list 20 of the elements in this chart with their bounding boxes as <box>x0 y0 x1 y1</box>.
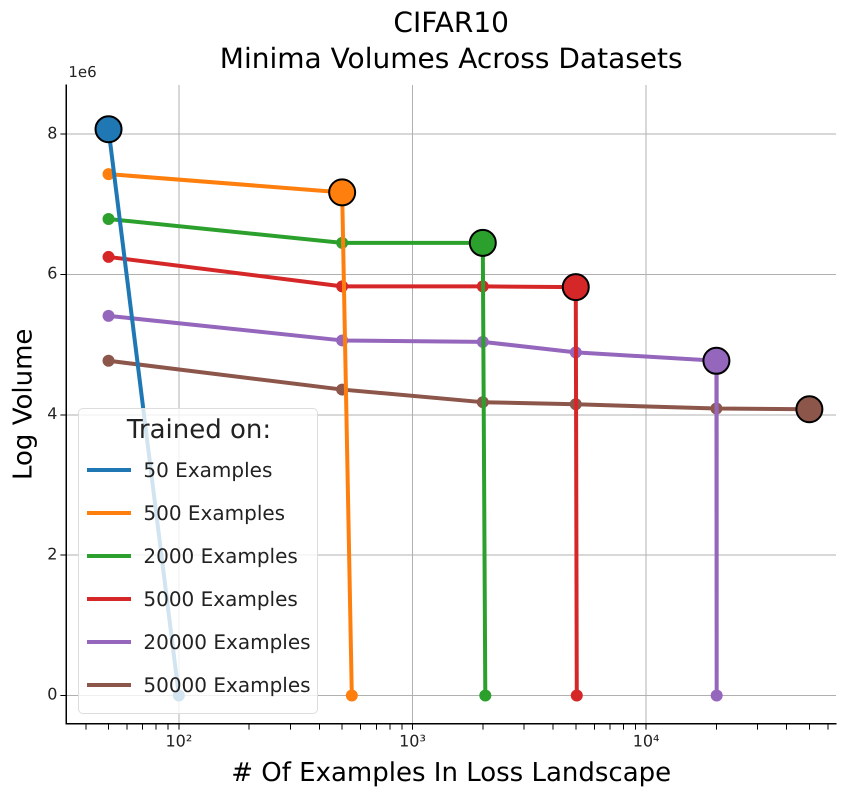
legend-label: 50000 Examples <box>143 673 311 698</box>
legend-title: Trained on: <box>126 414 272 445</box>
y-tick-label: 8 <box>47 123 58 142</box>
y-tick-label: 6 <box>47 264 58 283</box>
text: 1e6 <box>68 63 97 81</box>
chart-subtitle: Minima Volumes Across Datasets <box>220 42 683 75</box>
legend-label: 20000 Examples <box>143 630 311 654</box>
y-tick-label: 4 <box>47 404 58 423</box>
y-tick-label: 0 <box>47 684 58 704</box>
legend-label: 2000 Examples <box>143 544 298 568</box>
legend-label: 500 Examples <box>143 501 286 526</box>
x-tick-label: 10³ <box>399 731 426 750</box>
y-tick-label: 2 <box>47 544 58 564</box>
x-tick-label: 10⁴ <box>632 731 660 750</box>
x-tick-label: 10² <box>165 731 192 750</box>
y-axis-title: Log Volume <box>8 328 38 480</box>
chart-title: CIFAR10 <box>393 6 509 39</box>
x-axis-title: # Of Examples In Loss Landscape <box>231 758 672 788</box>
legend-label: 5000 Examples <box>143 587 298 612</box>
legend-label: 50 Examples <box>143 458 272 482</box>
